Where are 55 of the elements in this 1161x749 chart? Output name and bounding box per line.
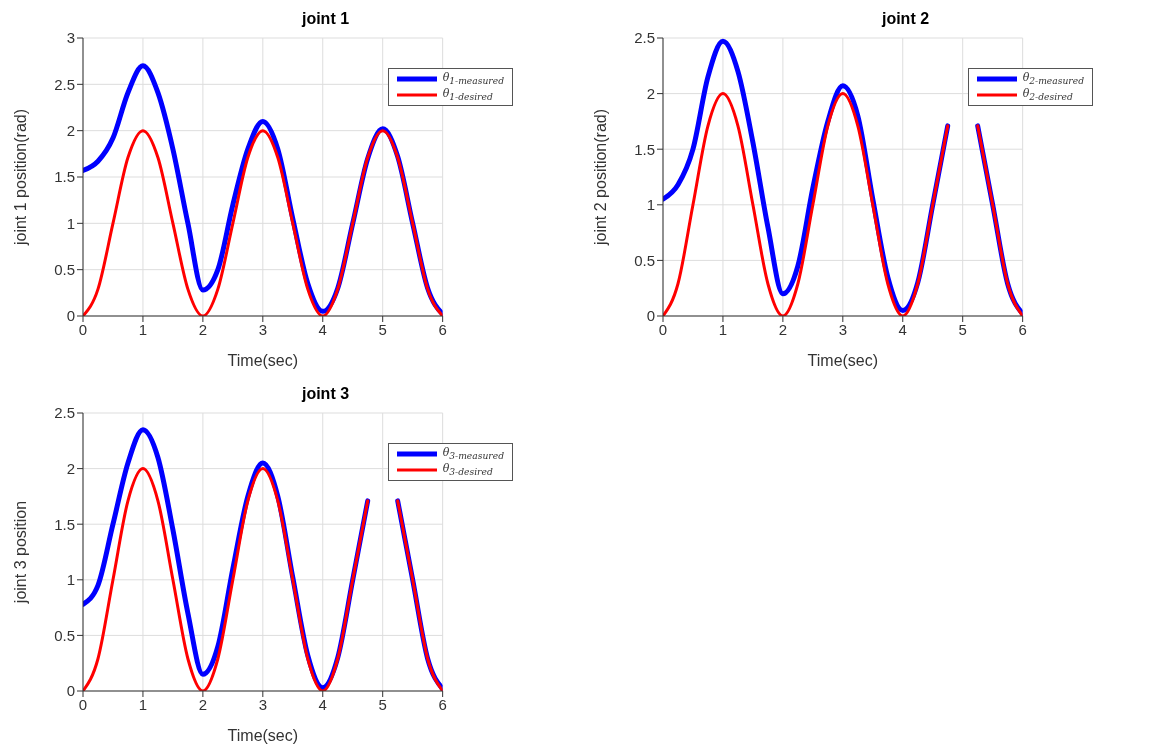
x-tick-label: 2 [198,320,208,338]
chart-title: joint 1 [300,10,351,28]
x-tick-label: 1 [138,695,148,713]
y-tick-label: 1.5 [634,140,655,158]
x-tick-label: 1 [718,320,728,338]
y-tick-label: 0.5 [54,626,75,644]
y-tick-label: 1 [66,571,75,589]
x-tick-label: 3 [258,695,267,713]
x-tick-label: 0 [78,320,88,338]
y-tick-label: 1 [66,214,75,232]
legend-label: θ$_{1-measured}$ [442,71,504,87]
legend-label: θ$_{3-measured}$ [442,446,504,462]
y-tick-label: 1 [646,196,655,214]
y-axis-title: joint 3 position [11,500,29,605]
x-tick-label: 5 [958,320,967,338]
x-tick-label: 2 [778,320,788,338]
x-tick-label: 5 [378,695,387,713]
legend-label: θ$_{2-measured}$ [1022,71,1084,87]
legend-label: θ$_{3-desired}$ [442,462,493,478]
x-tick-label: 2 [198,695,208,713]
y-tick-label: 2 [66,459,75,477]
y-tick-label: 0 [66,682,75,700]
x-tick-label: 4 [318,320,327,338]
x-axis-title: Time(sec) [227,352,299,369]
y-tick-label: 3 [66,29,75,47]
x-tick-label: 3 [838,320,847,338]
x-tick-label: 4 [318,695,327,713]
y-tick-label: 0 [646,307,655,325]
x-tick-label: 3 [258,320,267,338]
y-tick-label: 2 [66,121,75,139]
x-tick-label: 0 [658,320,668,338]
y-tick-label: 0.5 [634,251,655,269]
y-tick-label: 2.5 [54,75,75,93]
y-tick-label: 0.5 [54,260,75,278]
y-tick-label: 2.5 [54,404,75,422]
x-axis-title: Time(sec) [807,352,879,369]
y-tick-label: 1.5 [54,168,75,186]
x-tick-label: 4 [898,320,907,338]
legend-label: θ$_{2-desired}$ [1022,87,1073,103]
chart-title: joint 3 [300,385,351,403]
x-tick-label: 6 [438,695,447,713]
y-axis-title: joint 1 position(rad) [11,108,29,247]
y-tick-label: 2.5 [634,29,655,47]
chart-title: joint 2 [880,10,931,28]
x-tick-label: 6 [438,320,447,338]
x-tick-label: 1 [138,320,148,338]
y-tick-label: 1.5 [54,515,75,533]
x-tick-label: 5 [378,320,387,338]
y-axis-title: joint 2 position(rad) [591,108,609,247]
x-tick-label: 6 [1018,320,1027,338]
x-axis-title: Time(sec) [227,727,299,744]
y-tick-label: 0 [66,307,75,325]
legend-label: θ$_{1-desired}$ [442,87,493,103]
x-tick-label: 0 [78,695,88,713]
y-tick-label: 2 [646,84,655,102]
